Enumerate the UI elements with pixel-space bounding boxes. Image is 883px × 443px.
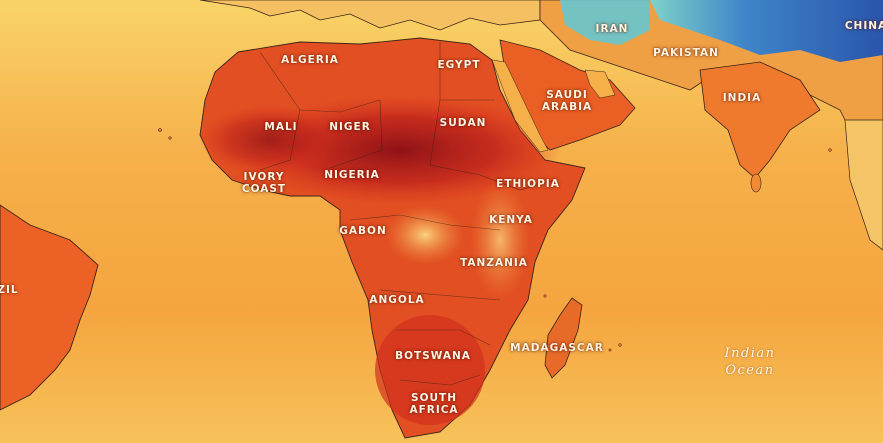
cold-tibet bbox=[650, 0, 883, 62]
cool-east-highlands bbox=[470, 180, 530, 300]
label-kenya: KENYA bbox=[489, 214, 533, 226]
land-southeast-asia bbox=[844, 119, 883, 251]
label-sudan: SUDAN bbox=[439, 117, 487, 129]
cold-iran bbox=[560, 0, 650, 45]
sri-lanka bbox=[750, 173, 762, 193]
label-ivory-coast-line2: COAST bbox=[241, 183, 287, 195]
label-south-africa-line1: SOUTH bbox=[411, 392, 457, 404]
islands bbox=[158, 128, 832, 352]
label-indian-ocean: Indian Ocean bbox=[724, 345, 775, 379]
land-india bbox=[699, 61, 821, 179]
label-saudi-arabia: SAUDI ARABIA bbox=[542, 89, 592, 113]
label-ethiopia: ETHIOPIA bbox=[496, 178, 560, 190]
land-madagascar bbox=[544, 297, 583, 379]
label-mali: MALI bbox=[264, 121, 298, 133]
africa-borders bbox=[259, 42, 556, 386]
label-pakistan: PAKISTAN bbox=[653, 47, 719, 59]
land-south-america bbox=[0, 204, 99, 411]
label-tanzania: TANZANIA bbox=[460, 257, 528, 269]
label-saudi-arabia-line1: SAUDI bbox=[546, 89, 588, 101]
label-angola: ANGOLA bbox=[369, 294, 425, 306]
label-nigeria: NIGERIA bbox=[324, 169, 380, 181]
persian-gulf bbox=[584, 69, 616, 99]
label-brazil-partial: ZIL bbox=[0, 284, 19, 296]
land-europe bbox=[199, 0, 541, 31]
label-ivory-coast: IVORY COAST bbox=[242, 171, 286, 195]
label-botswana: BOTSWANA bbox=[395, 350, 471, 362]
label-egypt: EGYPT bbox=[437, 59, 481, 71]
label-china: CHINA bbox=[844, 20, 883, 32]
label-iran: IRAN bbox=[595, 23, 629, 35]
label-niger: NIGER bbox=[329, 121, 371, 133]
label-india: INDIA bbox=[722, 92, 762, 104]
red-sea bbox=[491, 59, 549, 153]
label-indian-ocean-line2: Ocean bbox=[725, 363, 775, 378]
label-madagascar: MADAGASCAR bbox=[510, 342, 604, 354]
label-algeria: ALGERIA bbox=[281, 54, 339, 66]
cool-central-africa bbox=[385, 205, 465, 265]
label-gabon: GABON bbox=[339, 225, 387, 237]
label-saudi-arabia-line2: ARABIA bbox=[541, 101, 593, 113]
label-ivory-coast-line1: IVORY bbox=[243, 171, 285, 183]
label-indian-ocean-line1: Indian bbox=[724, 346, 776, 361]
heat-core-west bbox=[200, 105, 340, 175]
label-south-africa: SOUTH AFRICA bbox=[409, 392, 458, 416]
heat-south bbox=[375, 315, 485, 425]
label-south-africa-line2: AFRICA bbox=[409, 404, 459, 416]
